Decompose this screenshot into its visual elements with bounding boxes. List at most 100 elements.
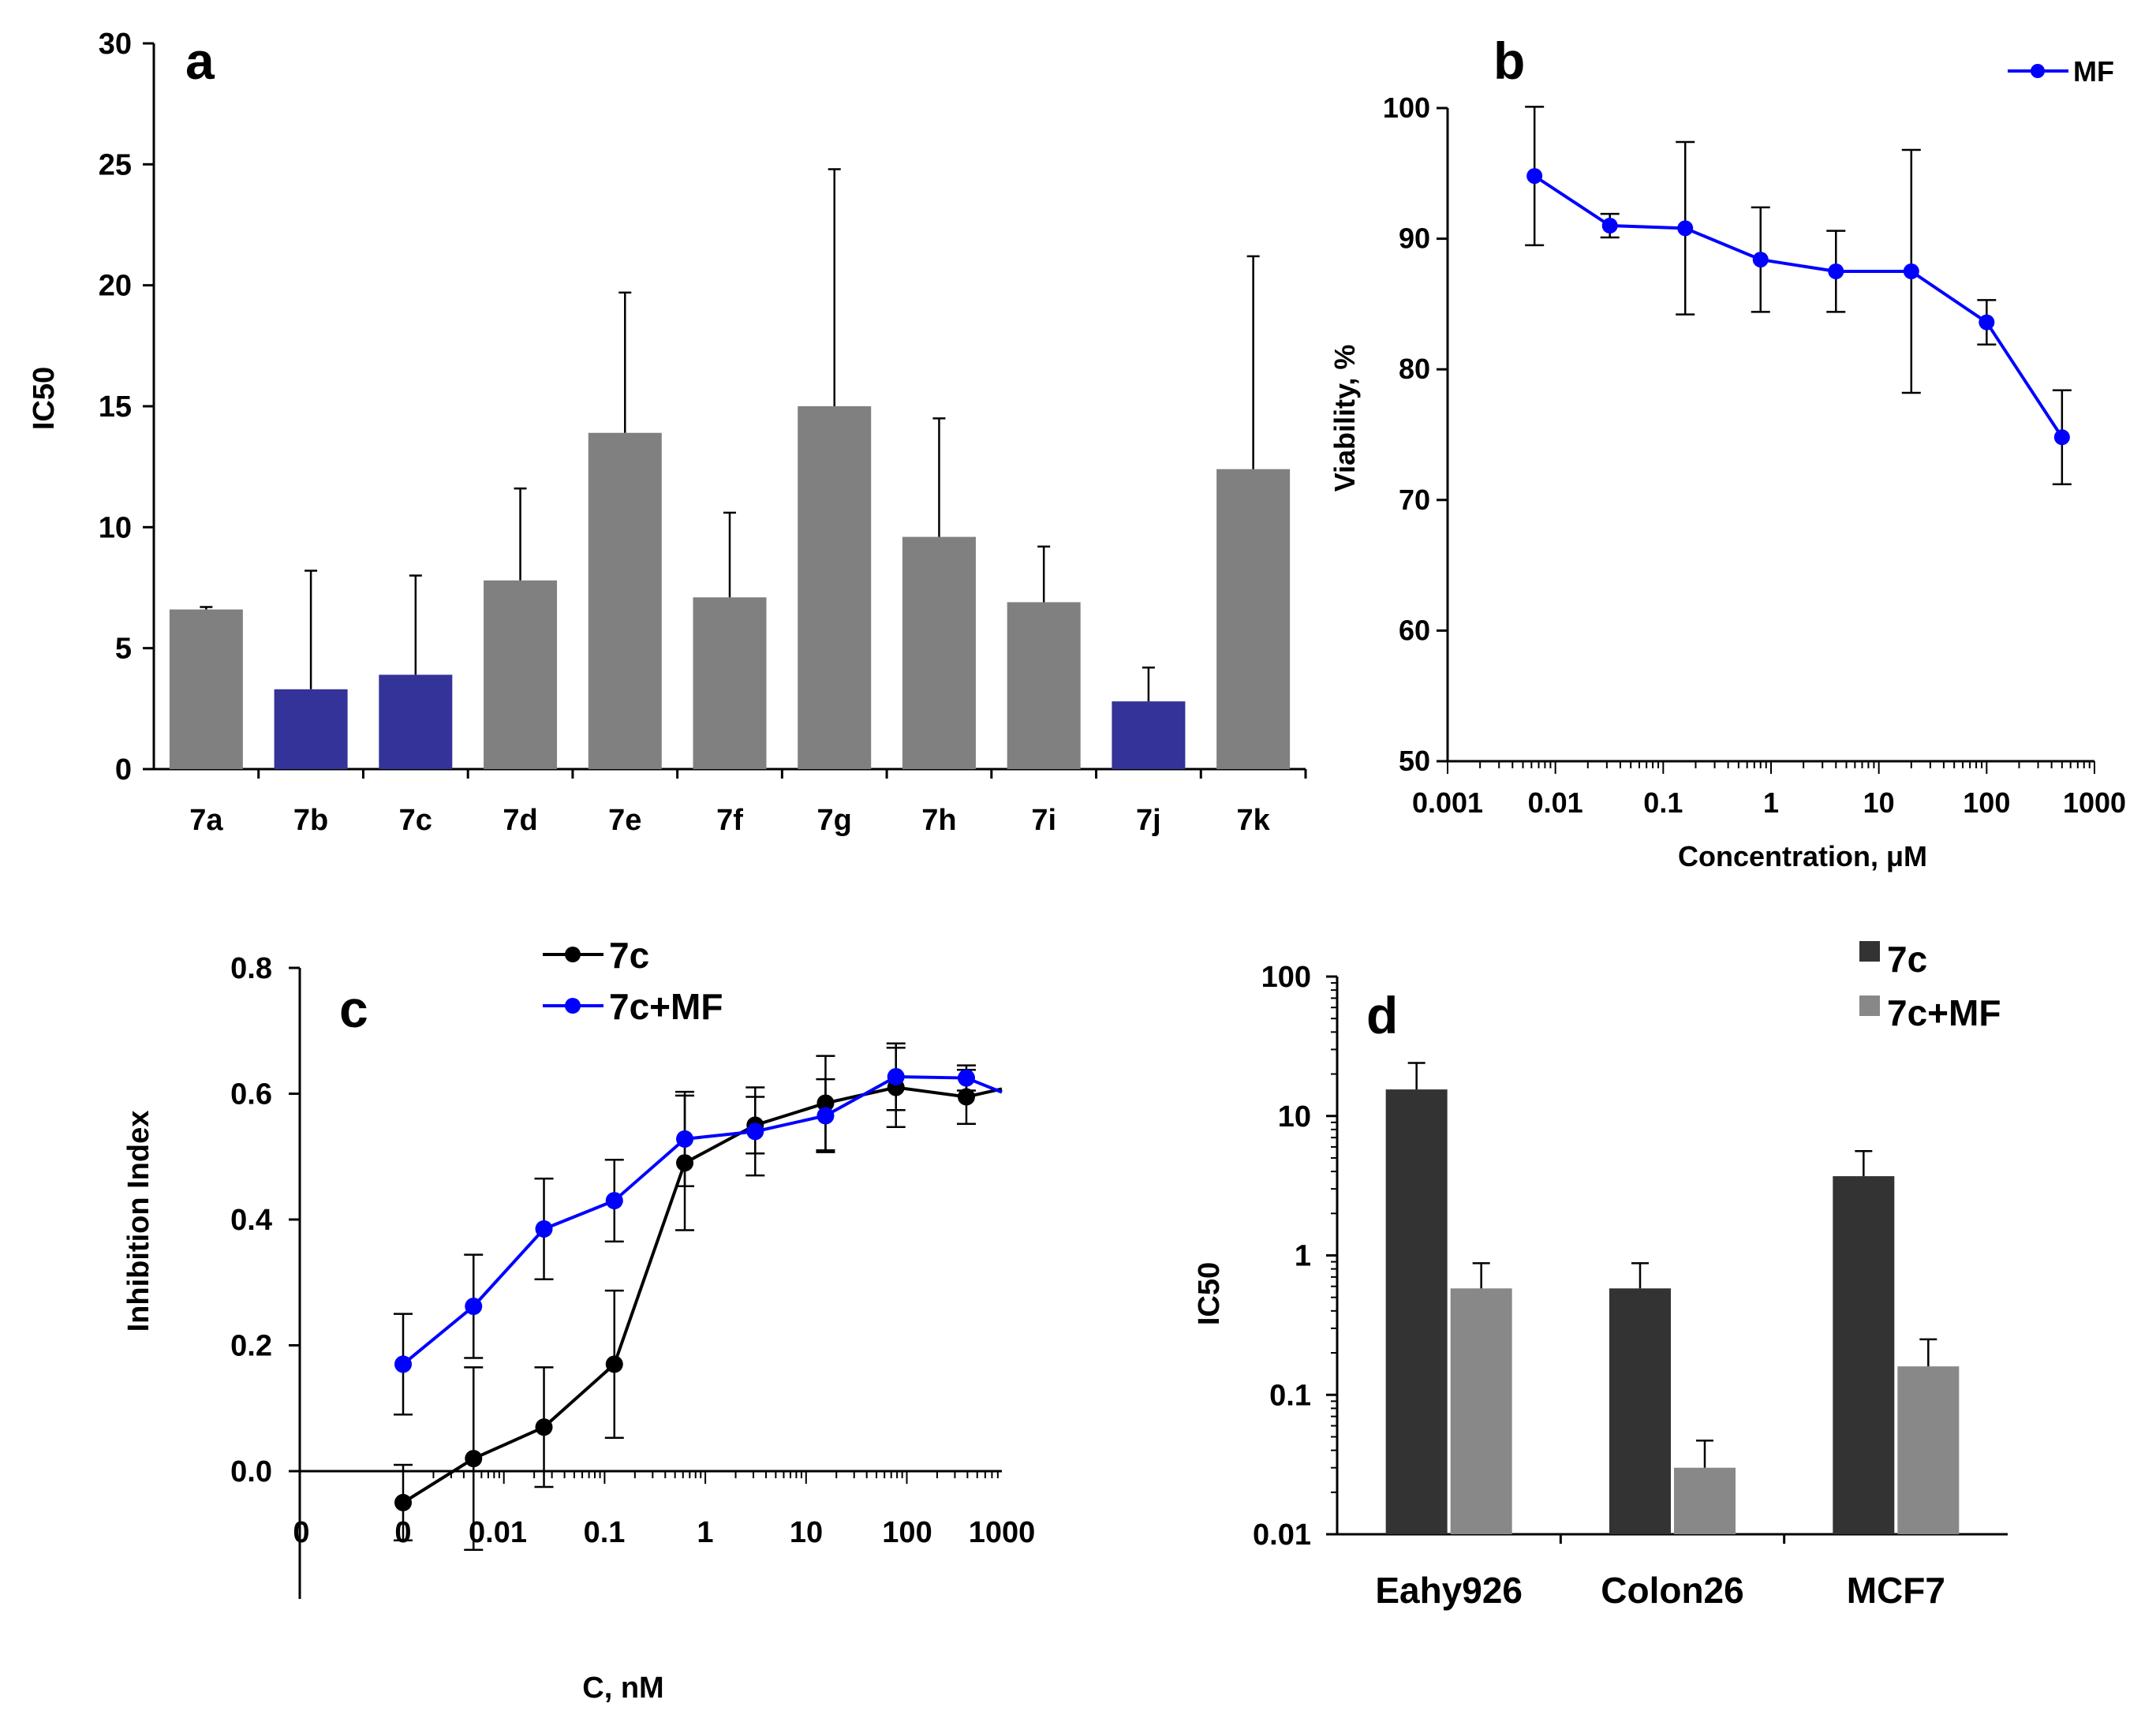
panel-a-bar [693, 597, 767, 769]
panel-a: a IC50 0 5 10 15 20 25 30 7a 7b 7c 7d 7e 7f 7g 7h 7i 7j 7… [28, 28, 1307, 837]
panel-c-point [957, 1069, 975, 1087]
panel-d-legend-7c: 7c [1887, 939, 1927, 980]
panel-a-xtick-label: 7i [1031, 804, 1056, 837]
panel-a-xtick-label: 7g [817, 804, 852, 837]
panel-b-point [1979, 314, 1995, 331]
panel-d-ytick-label: 10 [1278, 1100, 1311, 1134]
panel-c-ytick-label: 0.0 [230, 1455, 272, 1489]
panel-c-point [394, 1355, 412, 1373]
panel-a-bar [274, 689, 348, 769]
panel-a-ytick-label: 10 [99, 511, 132, 544]
panel-c-series-line [402, 1085, 1003, 1504]
panel-a-ytick-label: 25 [99, 148, 132, 181]
panel-c-legend-marker-7c [565, 947, 581, 962]
panel-c-point [676, 1154, 694, 1172]
panel-b-series-line [1534, 174, 2064, 439]
panel-b-point [1752, 252, 1769, 268]
panel-c-xtick-label: 1000 [969, 1516, 1036, 1549]
panel-b-xtick-label: 10 [1863, 786, 1895, 819]
panel-c-xtick-label: 0.01 [469, 1516, 527, 1549]
panel-c-point [535, 1220, 553, 1238]
panel-c-ytick-label: 0.6 [230, 1078, 272, 1111]
panel-d-xtick-label: MCF7 [1847, 1570, 1945, 1611]
panel-a-ytick-label: 20 [99, 270, 132, 303]
panel-c-point [465, 1450, 483, 1468]
panel-a-xtick-label: 7j [1136, 804, 1161, 837]
panel-c-point [465, 1298, 483, 1316]
panel-b-ytick-label: 70 [1399, 484, 1430, 516]
panel-b-xtick-label: 1000 [2063, 786, 2126, 819]
panel-b-point [1526, 168, 1543, 185]
panel-d-ytick-label: 0.1 [1269, 1379, 1311, 1412]
panel-a-ytick-label: 5 [115, 633, 132, 666]
panel-b-point [1828, 263, 1844, 279]
panel-b-legend-marker [2031, 64, 2045, 78]
panel-a-xtick-label: 7h [921, 804, 956, 837]
panel-a-bar [484, 580, 558, 769]
panel-a-xtick-label: 7f [716, 804, 743, 837]
panel-a-ytick-label: 0 [115, 753, 132, 786]
panel-d-ytick-label: 0.01 [1253, 1518, 1311, 1552]
panel-a-bar [169, 609, 243, 769]
panel-b-ylabel: Viability, % [1328, 345, 1361, 492]
panel-d-ytick-label: 1 [1295, 1240, 1311, 1273]
panel-d-ytick-label: 100 [1261, 961, 1311, 994]
panel-c-point [957, 1088, 975, 1106]
panel-b-legend-label: MF [2073, 55, 2114, 88]
panel-a-bar [1007, 602, 1081, 769]
panel-d: d 7c 7c+MF IC50 0.01 0.1 1 10 100 Eahy926 Colo… [1193, 939, 2008, 1611]
panel-c-series-line [402, 1074, 1003, 1365]
panel-b-xtick-label: 0.001 [1412, 786, 1483, 819]
panel-a-xtick-label: 7b [293, 804, 328, 837]
panel-c-label: c [339, 980, 368, 1038]
panel-b-label: b [1493, 32, 1525, 90]
panel-d-ylabel: IC50 [1193, 1262, 1226, 1325]
panel-a-bar [1112, 701, 1186, 769]
panel-a-bar [379, 674, 453, 769]
panel-c-xtick-label: 0 [293, 1516, 309, 1549]
panel-c-ytick-label: 0.4 [230, 1204, 272, 1237]
panel-d-label: d [1366, 986, 1398, 1044]
panel-a-xtick-label: 7k [1236, 804, 1270, 837]
panel-a-ytick-label: 30 [99, 28, 132, 61]
panel-d-bar [1897, 1366, 1960, 1534]
panel-c-point [535, 1418, 553, 1436]
panel-a-bar [588, 432, 662, 769]
panel-c-legend-marker-7cmf [565, 998, 581, 1014]
panel-c-point [887, 1067, 905, 1085]
panel-c-ytick-label: 0.2 [230, 1330, 272, 1363]
panel-b-ytick-label: 90 [1399, 222, 1430, 255]
panel-b: b MF Viability, % Concentration, μM 50 60… [1328, 32, 2126, 872]
panel-a-xtick-label: 7d [503, 804, 537, 837]
panel-c-legend-7cmf: 7c+MF [609, 986, 723, 1027]
panel-c-ytick-label: 0.8 [230, 952, 272, 985]
panel-a-bar [1216, 469, 1291, 769]
panel-b-xtick-label: 1 [1763, 786, 1779, 819]
panel-c: c 7c 7c+MF Inhibition Index C, nM 0.0 0.2… [122, 935, 1035, 1705]
panel-a-bar [902, 536, 976, 769]
panel-c-ylabel: Inhibition Index [122, 1111, 155, 1332]
panel-b-point [1903, 263, 1919, 279]
panel-c-point [816, 1094, 835, 1112]
panel-d-bar [1609, 1288, 1671, 1534]
panel-c-point [605, 1355, 623, 1373]
panel-d-bar [1674, 1467, 1736, 1534]
panel-c-xlabel: C, nM [582, 1672, 663, 1705]
panel-b-ytick-label: 50 [1399, 745, 1430, 777]
panel-b-point [1601, 218, 1618, 234]
panel-d-legend-swatch-7cmf [1859, 995, 1880, 1016]
panel-b-xlabel: Concentration, μM [1678, 840, 1927, 872]
panel-b-point [2053, 429, 2070, 446]
panel-a-ylabel: IC50 [28, 367, 61, 430]
panel-d-xtick-label: Colon26 [1601, 1570, 1743, 1611]
panel-d-xtick-label: Eahy926 [1375, 1570, 1523, 1611]
panel-b-xtick-label: 100 [1963, 786, 2010, 819]
panel-a-xtick-label: 7c [399, 804, 432, 837]
panel-c-point [746, 1122, 764, 1141]
panel-a-xtick-label: 7e [608, 804, 641, 837]
panel-b-point [1677, 220, 1694, 237]
panel-c-legend-7c: 7c [609, 935, 649, 976]
panel-d-legend-swatch-7c [1859, 941, 1880, 962]
panel-c-point [676, 1130, 694, 1148]
